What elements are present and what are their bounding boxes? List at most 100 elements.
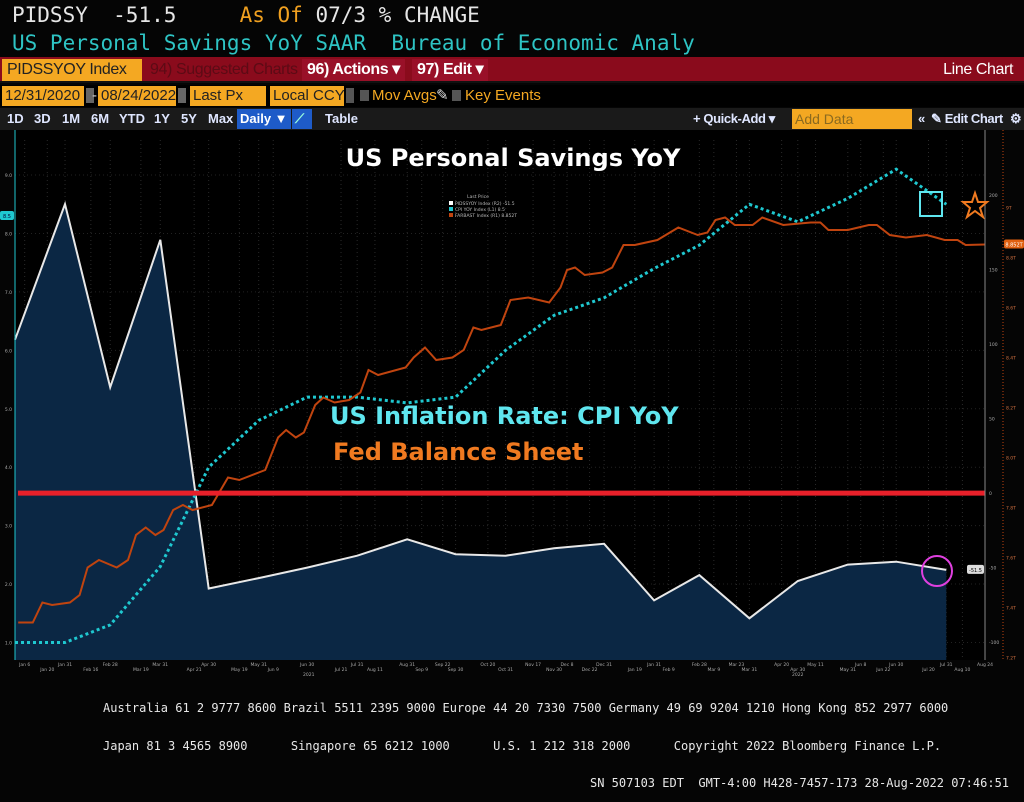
suggested-charts-button[interactable]: 94) Suggested Charts (145, 59, 303, 81)
x-tick-label: Dec 31 (596, 662, 612, 668)
right-orange-tick-label: 8.6T (1006, 306, 1016, 312)
cpi-annotation: US Inflation Rate: CPI YoY (330, 402, 679, 430)
start-date-input[interactable]: 12/31/2020 (2, 86, 84, 106)
left-tick-label: 8.0 (5, 231, 12, 237)
left-tick-label: 4.0 (5, 465, 12, 471)
chart-title: US Personal Savings YoY (346, 144, 681, 172)
x-tick-label: Apr 20 (774, 662, 789, 668)
x-tick-label: May 31 (250, 662, 267, 668)
ticker-code: PIDSSY (12, 3, 88, 27)
tab-6m[interactable]: 6M (88, 109, 112, 129)
edit-menu[interactable]: 97) Edit ▾ (412, 59, 488, 81)
left-tick-label: 2.0 (5, 582, 12, 588)
x-tick-label: Nov 17 (525, 662, 541, 668)
line-chart-icon[interactable]: ⟋ (292, 109, 312, 129)
right-orange-tick-label: 7.8T (1006, 506, 1016, 512)
x-tick-label: Mar 9 (707, 667, 720, 673)
footer-line-2: Japan 81 3 4565 8900 Singapore 65 6212 1… (0, 740, 1024, 753)
period-tabs-bar: 1D 3D 1M 6M YTD 1Y 5Y Max Daily ▼ ⟋ Tabl… (0, 108, 1024, 130)
tab-5y[interactable]: 5Y (178, 109, 200, 129)
x-tick-label: May 19 (231, 667, 248, 673)
chevron-down-icon[interactable] (346, 88, 354, 103)
x-tick-label: Dec 8 (560, 662, 573, 668)
mov-avgs-checkbox[interactable] (360, 90, 369, 101)
x-tick-label: Apr 21 (187, 667, 202, 673)
calendar-icon[interactable] (178, 88, 186, 103)
right-orange-tick-label: 8.2T (1006, 406, 1016, 412)
quick-add-button[interactable]: + Quick-Add ▾ (690, 109, 778, 129)
right-orange-tick-label: 8.8T (1006, 256, 1016, 262)
tab-3d[interactable]: 3D (31, 109, 54, 129)
left-tick-label: 5.0 (5, 407, 12, 413)
left-last-value-tag: 8.5 (3, 214, 11, 220)
right-white-tick-label: 0 (989, 491, 992, 497)
x-tick-label: Mar 31 (742, 667, 758, 673)
tab-1d[interactable]: 1D (4, 109, 27, 129)
right-white-tick-label: 200 (989, 193, 998, 199)
right-orange-tick-label: 9T (1006, 206, 1012, 212)
date-separator: - (92, 86, 97, 106)
legend-swatch-fed (449, 213, 453, 217)
currency-select[interactable]: Local CCY (270, 86, 344, 106)
footer: Australia 61 2 9777 8600 Brazil 5511 239… (0, 677, 1024, 802)
add-data-input[interactable]: Add Data (792, 109, 912, 129)
left-tick-label: 9.0 (5, 173, 12, 179)
x-tick-label: Oct 31 (498, 667, 513, 673)
key-events-checkbox[interactable] (452, 90, 461, 101)
x-tick-label: Jan 31 (646, 662, 661, 668)
x-tick-label: Feb 9 (663, 667, 675, 673)
x-tick-label: Sep 30 (448, 667, 464, 673)
end-date-input[interactable]: 08/24/2022 (98, 86, 176, 106)
x-tick-label: Jul 21 (334, 667, 348, 673)
right-orange-tick-label: 7.4T (1006, 606, 1016, 612)
right-orange-tick-label: 8.0T (1006, 456, 1016, 462)
legend-swatch-savings (449, 201, 453, 205)
chart-type-label: Line Chart (938, 59, 1018, 81)
x-tick-label: Jun 30 (299, 662, 314, 668)
collapse-icon[interactable]: « (915, 109, 928, 129)
edit-chart-button[interactable]: ✎ Edit Chart (928, 109, 1006, 129)
tab-ytd[interactable]: YTD (116, 109, 148, 129)
frequency-select[interactable]: Daily ▼ (237, 109, 291, 129)
controls-bar: 12/31/2020 - 08/24/2022 Last Px Local CC… (0, 85, 1024, 107)
x-tick-label: Jun 30 (888, 662, 903, 668)
tab-1y[interactable]: 1Y (151, 109, 173, 129)
as-of-label: As Of (240, 3, 303, 27)
command-toolbar: PIDSSYOY Index 94) Suggested Charts 96) … (0, 57, 1024, 83)
price-field-select[interactable]: Last Px (190, 86, 266, 106)
mov-avgs-label: Mov Avgs (372, 86, 437, 106)
actions-menu[interactable]: 96) Actions ▾ (302, 59, 405, 81)
left-tick-label: 6.0 (5, 348, 12, 354)
left-tick-label: 3.0 (5, 524, 12, 530)
right-white-tick-label: 50 (989, 417, 995, 423)
legend-entry-cpi: CPI YOY Index (L1) 8.5 (455, 207, 505, 213)
x-tick-label: Sep 9 (415, 667, 428, 673)
x-tick-label: Jan 19 (627, 667, 642, 673)
x-tick-label: Aug 31 (399, 662, 415, 668)
footer-line-1: Australia 61 2 9777 8600 Brazil 5511 239… (0, 702, 1024, 715)
pencil-icon[interactable]: ✎ (436, 86, 449, 106)
security-field[interactable]: PIDSSYOY Index (2, 59, 142, 81)
right-white-tick-label: -50 (989, 566, 996, 572)
tab-1m[interactable]: 1M (59, 109, 83, 129)
left-tick-label: 7.0 (5, 290, 12, 296)
security-header: PIDSSY -51.5 As Of 07/3 % CHANGE (12, 3, 480, 27)
x-tick-label: Mar 31 (152, 662, 168, 668)
table-button[interactable]: Table (322, 109, 361, 129)
description-text: US Personal Savings YoY SAAR (12, 31, 366, 55)
key-events-label: Key Events (465, 86, 541, 106)
x-tick-label: Aug 24 (977, 662, 993, 668)
legend-entry-fed: FARBAST Index (R1) 8.852T (455, 213, 517, 219)
tab-max[interactable]: Max (205, 109, 236, 129)
x-tick-label: May 11 (807, 662, 824, 668)
x-tick-label: Jul 31 (350, 662, 364, 668)
left-tick-label: 1.0 (5, 640, 12, 646)
x-tick-label: Apr 30 (201, 662, 216, 668)
right-orange-tick-label: 8.4T (1006, 356, 1016, 362)
security-description: US Personal Savings YoY SAAR Bureau of E… (12, 31, 695, 55)
x-tick-label: Feb 28 (692, 662, 707, 668)
right-white-last-value-tag: -51.5 (969, 568, 982, 574)
gear-icon[interactable]: ⚙ (1007, 109, 1024, 129)
right-orange-tick-label: 7.6T (1006, 556, 1016, 562)
